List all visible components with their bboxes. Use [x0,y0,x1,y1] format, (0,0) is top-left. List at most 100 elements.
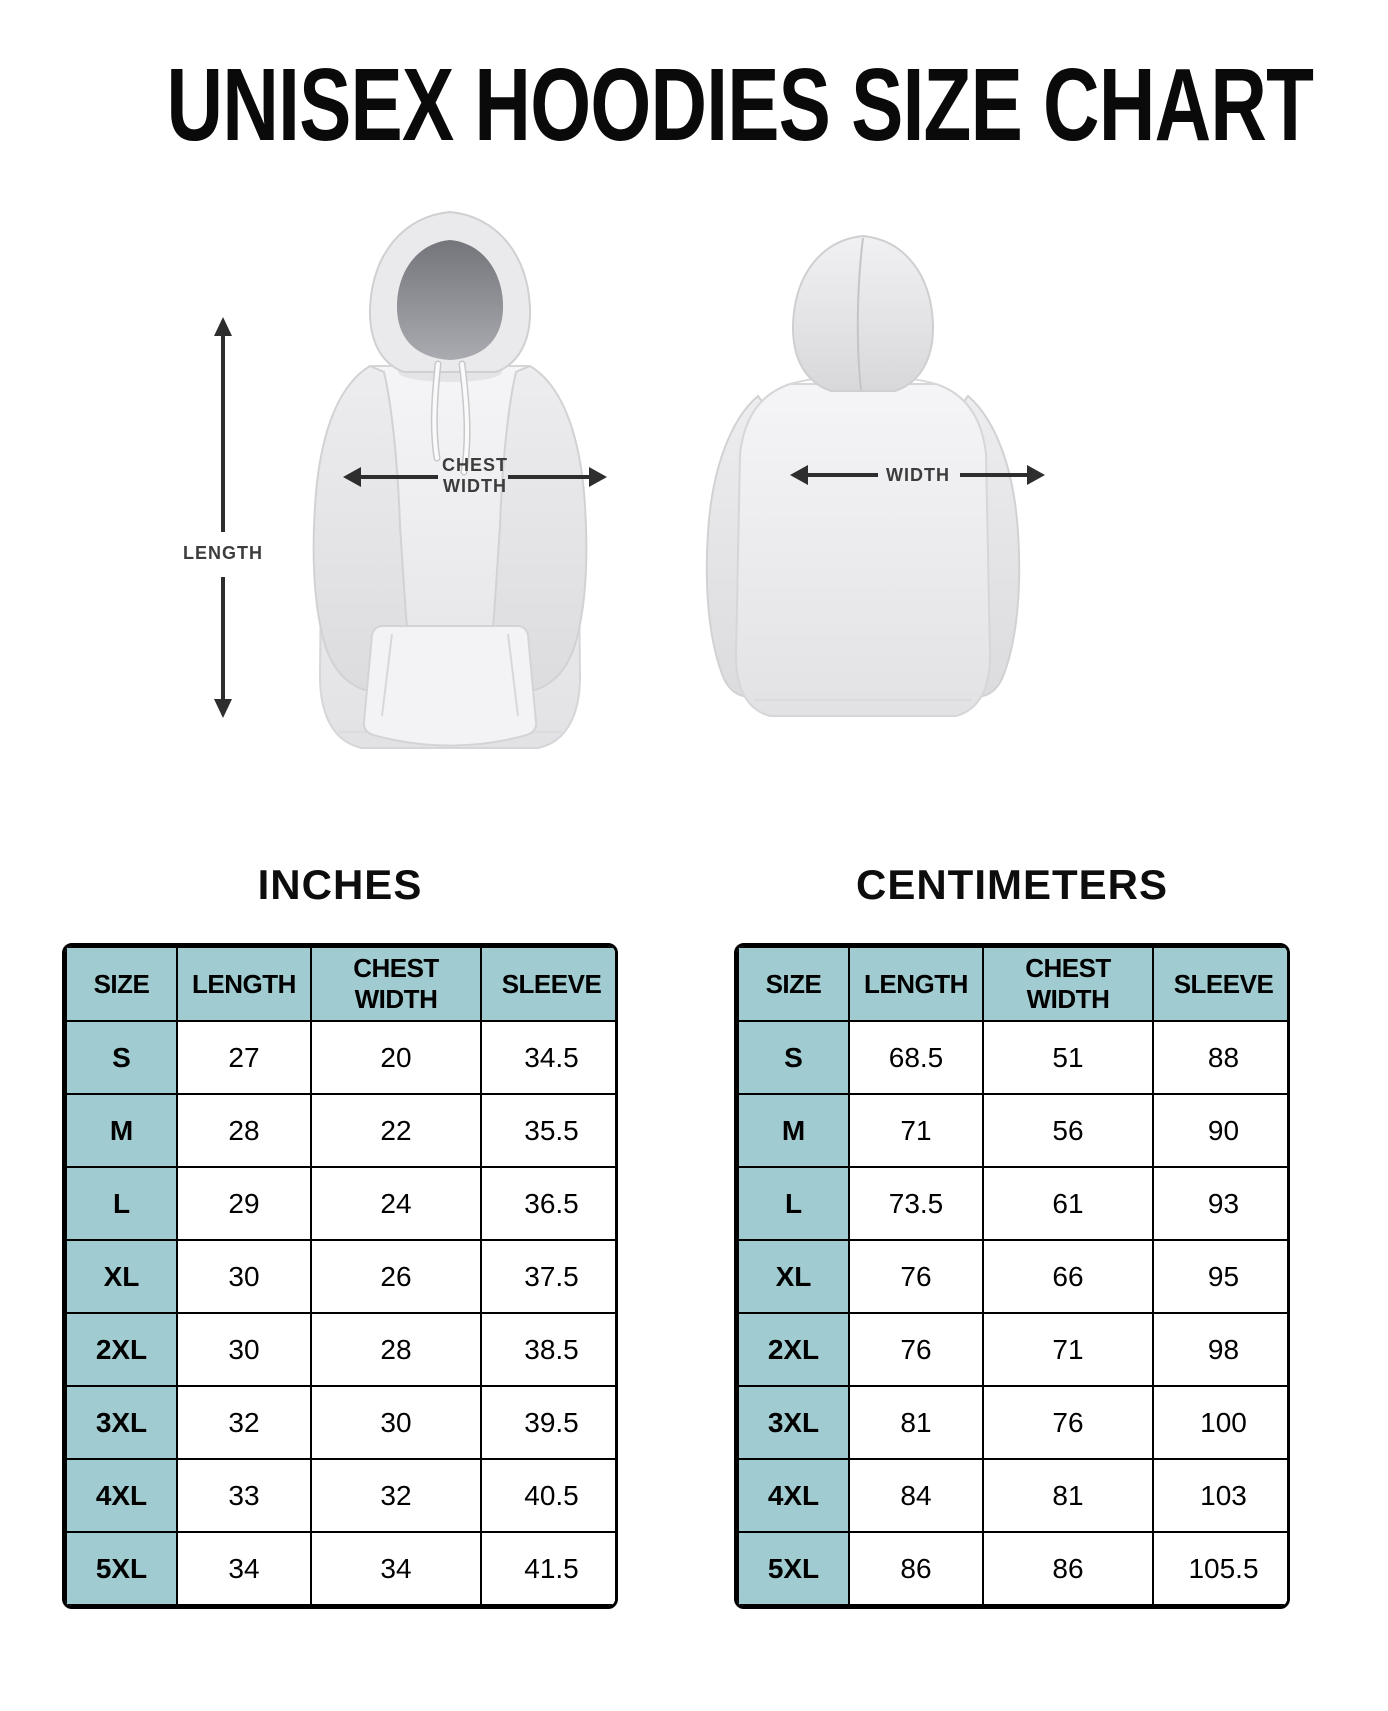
value-cell: 71 [848,1093,984,1168]
hoodie-back-image [705,234,1021,717]
table-row: 2XL 76 71 98 [737,1312,1287,1387]
table-row: 4XL 33 32 40.5 [65,1458,615,1533]
column-header-length: LENGTH [176,946,312,1022]
table-row: 2XL 30 28 38.5 [65,1312,615,1387]
value-cell: 81 [982,1458,1154,1533]
table-row: 3XL 81 76 100 [737,1385,1287,1460]
width-arrow [790,465,1045,485]
column-header-size: SIZE [65,946,178,1022]
value-cell: 105.5 [1152,1531,1287,1606]
value-cell: 76 [848,1239,984,1314]
size-cell: 4XL [737,1458,850,1533]
value-cell: 30 [176,1312,312,1387]
size-cell: 5XL [737,1531,850,1606]
value-cell: 30 [310,1385,482,1460]
value-cell: 76 [982,1385,1154,1460]
value-cell: 34.5 [480,1020,615,1095]
column-header-sleeve: SLEEVE [480,946,615,1022]
size-cell: 5XL [65,1531,178,1606]
value-cell: 51 [982,1020,1154,1095]
value-cell: 24 [310,1166,482,1241]
value-cell: 76 [848,1312,984,1387]
column-header-chest-width: CHEST WIDTH [982,946,1154,1022]
value-cell: 38.5 [480,1312,615,1387]
size-cell: S [65,1020,178,1095]
value-cell: 73.5 [848,1166,984,1241]
value-cell: 90 [1152,1093,1287,1168]
column-header-chest-width: CHEST WIDTH [310,946,482,1022]
value-cell: 81 [848,1385,984,1460]
value-cell: 34 [310,1531,482,1606]
chest-width-label-line2: WIDTH [443,476,507,496]
value-cell: 39.5 [480,1385,615,1460]
inches-size-table: SIZE LENGTH CHEST WIDTH SLEEVE S 27 20 3… [65,946,615,1606]
value-cell: 33 [176,1458,312,1533]
size-cell: 2XL [65,1312,178,1387]
value-cell: 26 [310,1239,482,1314]
length-arrow [214,317,232,718]
table-row: XL 76 66 95 [737,1239,1287,1314]
value-cell: 29 [176,1166,312,1241]
size-cell: XL [65,1239,178,1314]
header-row: SIZE LENGTH CHEST WIDTH SLEEVE [65,946,615,1022]
table-row: 3XL 32 30 39.5 [65,1385,615,1460]
centimeters-size-table: SIZE LENGTH CHEST WIDTH SLEEVE S 68.5 51… [737,946,1287,1606]
value-cell: 20 [310,1020,482,1095]
centimeters-table: SIZE LENGTH CHEST WIDTH SLEEVE S 68.5 51… [734,943,1290,1609]
size-cell: XL [737,1239,850,1314]
value-cell: 61 [982,1166,1154,1241]
table-row: 4XL 84 81 103 [737,1458,1287,1533]
table-row: M 71 56 90 [737,1093,1287,1168]
column-header-length: LENGTH [848,946,984,1022]
value-cell: 32 [176,1385,312,1460]
size-cell: 4XL [65,1458,178,1533]
value-cell: 98 [1152,1312,1287,1387]
value-cell: 28 [310,1312,482,1387]
value-cell: 66 [982,1239,1154,1314]
chest-width-label: CHEST WIDTH [423,455,527,497]
value-cell: 56 [982,1093,1154,1168]
value-cell: 88 [1152,1020,1287,1095]
value-cell: 86 [982,1531,1154,1606]
width-label: WIDTH [886,465,950,485]
value-cell: 28 [176,1093,312,1168]
column-header-sleeve: SLEEVE [1152,946,1287,1022]
value-cell: 95 [1152,1239,1287,1314]
size-cell: L [737,1166,850,1241]
inches-heading: INCHES [257,861,423,908]
value-cell: 30 [176,1239,312,1314]
table-row: 5XL 86 86 105.5 [737,1531,1287,1606]
value-cell: 36.5 [480,1166,615,1241]
size-cell: M [65,1093,178,1168]
table-row: 5XL 34 34 41.5 [65,1531,615,1606]
table-row: S 68.5 51 88 [737,1020,1287,1095]
value-cell: 71 [982,1312,1154,1387]
size-cell: 3XL [65,1385,178,1460]
value-cell: 22 [310,1093,482,1168]
value-cell: 35.5 [480,1093,615,1168]
size-cell: 3XL [737,1385,850,1460]
page-title: UNISEX HOODIES SIZE CHART [166,47,1314,162]
value-cell: 68.5 [848,1020,984,1095]
value-cell: 37.5 [480,1239,615,1314]
value-cell: 100 [1152,1385,1287,1460]
value-cell: 103 [1152,1458,1287,1533]
value-cell: 84 [848,1458,984,1533]
chest-width-label-line1: CHEST [441,455,508,475]
value-cell: 27 [176,1020,312,1095]
centimeters-heading: CENTIMETERS [855,861,1168,908]
value-cell: 34 [176,1531,312,1606]
inches-table: SIZE LENGTH CHEST WIDTH SLEEVE S 27 20 3… [62,943,618,1609]
chest-width-arrow [343,467,607,487]
value-cell: 41.5 [480,1531,615,1606]
value-cell: 40.5 [480,1458,615,1533]
size-cell: L [65,1166,178,1241]
column-header-size: SIZE [737,946,850,1022]
hoodie-front-image [312,210,588,749]
value-cell: 32 [310,1458,482,1533]
header-row: SIZE LENGTH CHEST WIDTH SLEEVE [737,946,1287,1022]
size-cell: S [737,1020,850,1095]
size-cell: 2XL [737,1312,850,1387]
value-cell: 93 [1152,1166,1287,1241]
table-row: L 73.5 61 93 [737,1166,1287,1241]
